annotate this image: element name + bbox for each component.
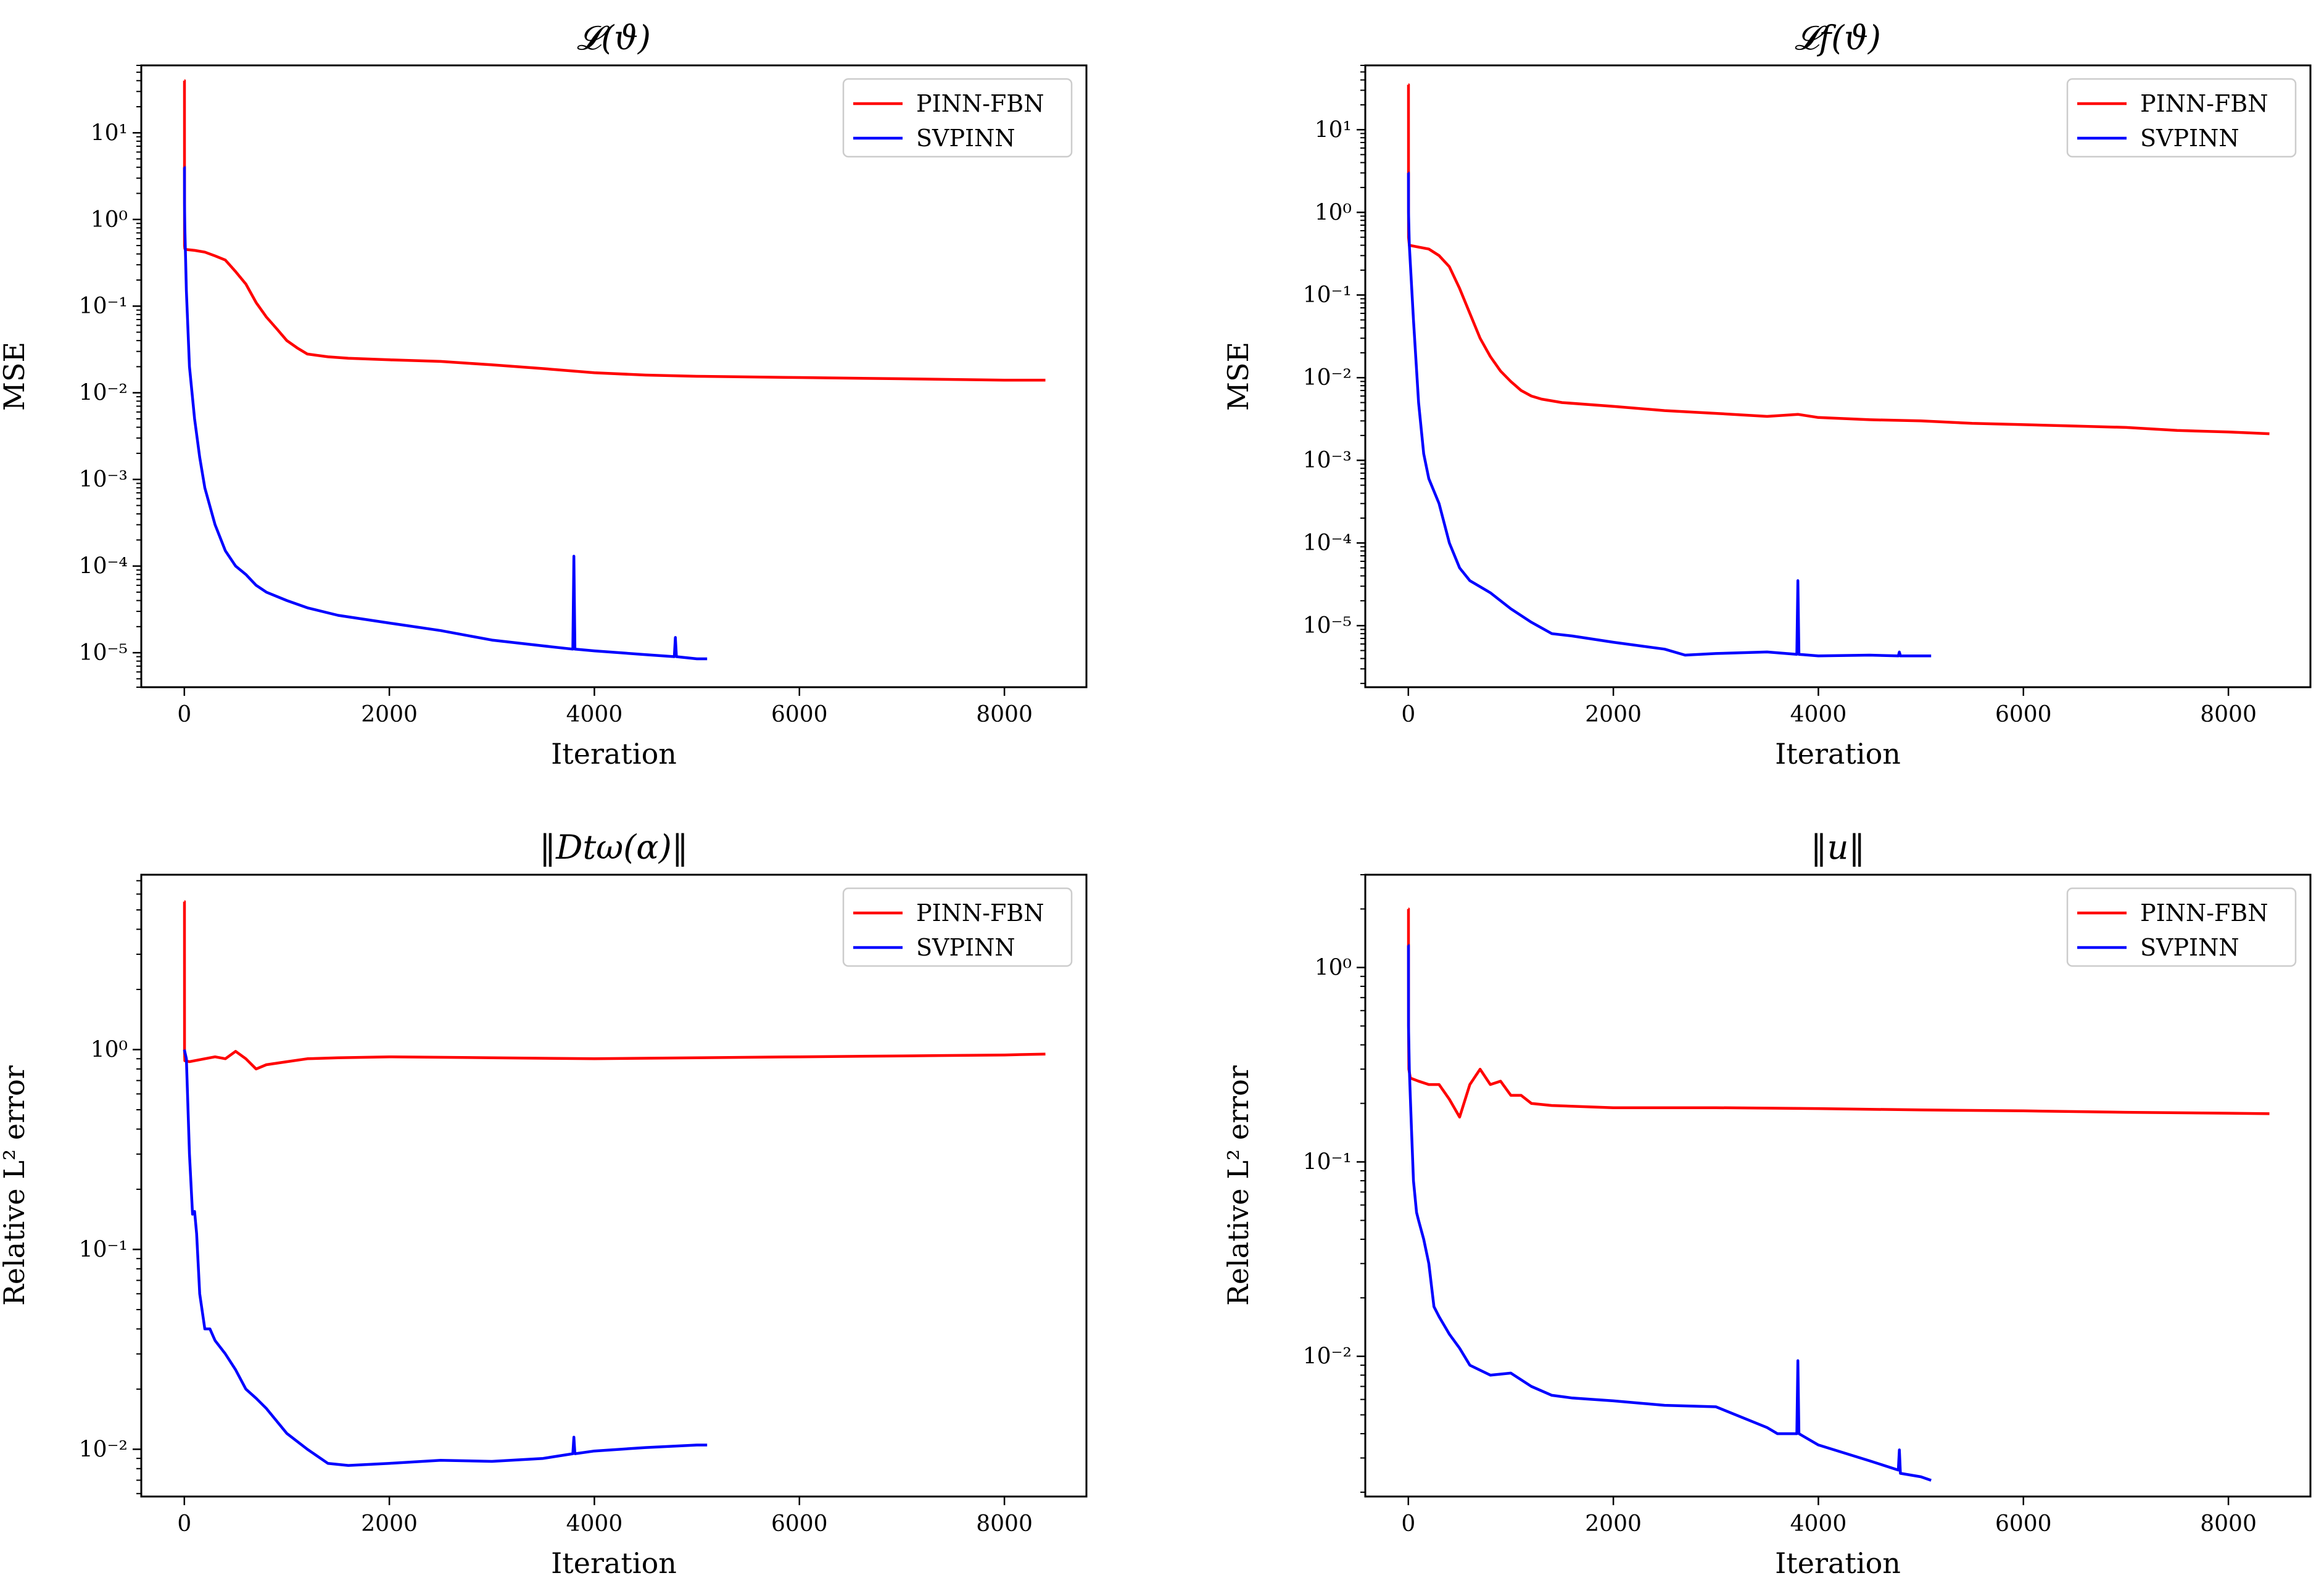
x-tick-label: 6000 (771, 1511, 828, 1537)
y-tick-label: 10⁻⁴ (1303, 531, 1352, 556)
x-tick-label: 6000 (1995, 1511, 2052, 1537)
y-tick-label: 10⁻⁴ (79, 554, 128, 579)
x-axis-label: Iteration (551, 1547, 677, 1580)
legend-label: SVPINN (916, 125, 1015, 152)
x-tick-label: 0 (177, 1511, 191, 1537)
x-axis-label: Iteration (551, 737, 677, 770)
y-tick-label: 10⁻² (79, 381, 128, 406)
y-tick-label: 10⁻⁵ (79, 640, 128, 666)
y-tick-label: 10⁻¹ (1303, 1150, 1352, 1175)
legend-label: PINN-FBN (916, 90, 1044, 117)
x-tick-label: 8000 (976, 1511, 1033, 1537)
legend-label: SVPINN (2140, 934, 2239, 961)
x-tick-label: 4000 (1790, 1511, 1847, 1537)
series-group (1407, 907, 2270, 1482)
series-line-pinn-fbn (1407, 83, 2270, 436)
chart-panel-solution-error: 10⁻² 10⁻¹ 10⁰ 0 2000 4000 6000 8000 ‖u‖ Iteration… (1222, 828, 2312, 1580)
x-tick-label: 8000 (2200, 702, 2257, 727)
legend-label: SVPINN (2140, 125, 2239, 152)
series-line-pinn-fbn (183, 79, 1046, 382)
x-tick-label: 6000 (1995, 702, 2052, 727)
y-axis-label: MSE (1222, 342, 1255, 411)
series-group (183, 79, 1046, 661)
y-tick-label: 10⁻¹ (79, 294, 128, 319)
series-line-svpinn (183, 1049, 708, 1467)
y-tick-label: 10⁻³ (1303, 448, 1352, 473)
y-tick-label: 10⁻³ (79, 467, 128, 492)
legend-label: SVPINN (916, 934, 1015, 961)
x-tick-label: 2000 (1585, 1511, 1642, 1537)
y-tick-label: 10⁻⁵ (1303, 613, 1352, 638)
legend: PINN-FBN SVPINN (2066, 887, 2297, 967)
x-tick-label: 0 (177, 702, 191, 727)
y-tick-label: 10⁻² (79, 1437, 128, 1462)
x-axis-label: Iteration (1775, 737, 1901, 770)
legend-label: PINN-FBN (916, 899, 1044, 927)
x-tick-label: 6000 (771, 702, 828, 727)
x-tick-label: 0 (1401, 702, 1415, 727)
y-tick-label: 10⁻² (1303, 1344, 1352, 1369)
x-tick-label: 4000 (1790, 702, 1847, 727)
series-group (183, 900, 1046, 1467)
y-axis-label: Relative L² error (0, 1065, 31, 1306)
chart-title: 𝓛f(ϑ) (1795, 19, 1881, 57)
legend: PINN-FBN SVPINN (842, 887, 1073, 967)
axes-frame (1364, 64, 2312, 688)
chart-panel-loss-residual: 10⁻⁵ 10⁻⁴ 10⁻³ 10⁻² 10⁻¹ 10⁰ 10¹ 0 2000 4000 6000 8… (1222, 19, 2312, 770)
chart-panel-fractional-derivative-error: 10⁻² 10⁻¹ 10⁰ 0 2000 4000 6000 8000 ‖Dtω(α)‖ Iter… (0, 828, 1088, 1580)
x-tick-label: 2000 (361, 702, 418, 727)
x-tick-label: 4000 (566, 1511, 623, 1537)
legend-label: PINN-FBN (2140, 90, 2268, 117)
series-group (1407, 83, 2270, 658)
x-tick-label: 8000 (2200, 1511, 2257, 1537)
y-tick-label: 10⁰ (91, 207, 128, 233)
x-tick-label: 4000 (566, 702, 623, 727)
y-tick-label: 10⁻² (1303, 365, 1352, 390)
axes-frame (140, 64, 1088, 688)
series-line-pinn-fbn (1407, 907, 2270, 1119)
y-axis-label: Relative L² error (1222, 1065, 1255, 1306)
x-tick-label: 8000 (976, 702, 1033, 727)
chart-panel-loss-total: 10⁻⁵ 10⁻⁴ 10⁻³ 10⁻² 10⁻¹ 10⁰ 10¹ 0 2000 4000 6000 8… (0, 19, 1088, 770)
y-axis-label: MSE (0, 342, 31, 411)
y-tick-label: 10⁰ (91, 1037, 128, 1062)
x-tick-label: 0 (1401, 1511, 1415, 1537)
y-tick-label: 10¹ (91, 120, 128, 146)
legend-label: PINN-FBN (2140, 899, 2268, 927)
x-tick-label: 2000 (1585, 702, 1642, 727)
y-tick-label: 10⁻¹ (1303, 283, 1352, 308)
chart-title: ‖u‖ (1811, 828, 1866, 867)
legend: PINN-FBN SVPINN (842, 78, 1073, 158)
y-tick-label: 10¹ (1315, 117, 1352, 142)
y-tick-label: 10⁰ (1315, 955, 1352, 980)
series-line-svpinn (1407, 944, 1932, 1482)
axes-frame (1364, 873, 2312, 1498)
series-line-svpinn (1407, 171, 1932, 658)
chart-title: ‖Dtω(α)‖ (539, 828, 689, 867)
chart-title: 𝓛(ϑ) (577, 19, 651, 57)
x-axis-label: Iteration (1775, 1547, 1901, 1580)
y-tick-label: 10⁻¹ (79, 1237, 128, 1262)
series-line-svpinn (183, 165, 708, 661)
y-tick-label: 10⁰ (1315, 200, 1352, 225)
legend: PINN-FBN SVPINN (2066, 78, 2297, 158)
x-tick-label: 2000 (361, 1511, 418, 1537)
series-line-pinn-fbn (183, 900, 1046, 1071)
axes-frame (140, 873, 1088, 1498)
